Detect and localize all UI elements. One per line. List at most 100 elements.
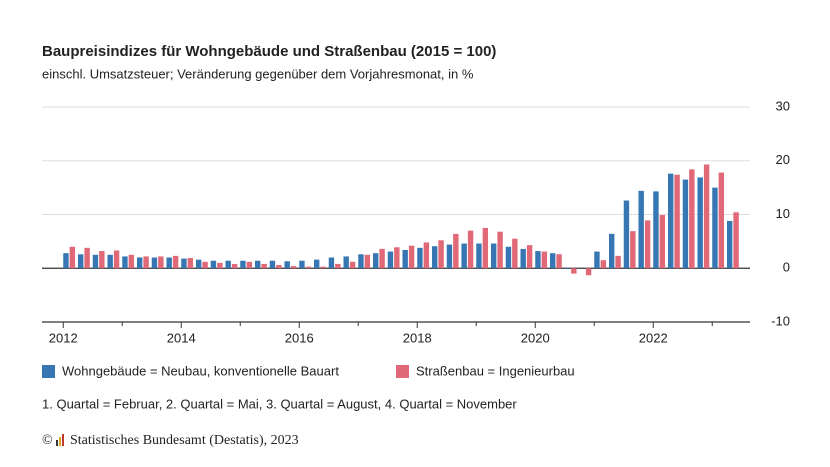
- bar: [689, 169, 695, 269]
- bar: [107, 254, 113, 269]
- bar: [276, 265, 282, 269]
- source: Statistisches Bundesamt (Destatis), 2023: [70, 433, 299, 448]
- bar: [659, 215, 666, 269]
- chart-subtitle: einschl. Umsatzsteuer; Veränderung gegen…: [42, 66, 474, 81]
- bar: [128, 254, 135, 269]
- bar: [166, 257, 172, 269]
- bar: [615, 255, 621, 269]
- bar: [594, 251, 600, 269]
- y-tick-label: 0: [783, 260, 790, 275]
- note: 1. Quartal = Februar, 2. Quartal = Mai, …: [42, 396, 517, 411]
- bar: [372, 253, 379, 269]
- bar: [379, 248, 385, 269]
- bar: [305, 266, 312, 269]
- legend-label: Straßenbau = Ingenieurbau: [416, 363, 575, 378]
- bar: [535, 251, 541, 269]
- bar: [202, 261, 208, 269]
- bar: [269, 260, 276, 269]
- bar: [697, 177, 703, 269]
- bar: [408, 245, 415, 269]
- bar: [423, 242, 430, 269]
- legend-label: Wohngebäude = Neubau, konventionelle Bau…: [62, 363, 339, 378]
- bar: [136, 257, 143, 269]
- bar: [63, 253, 69, 269]
- chart-title: Baupreisindizes für Wohngebäude und Stra…: [42, 43, 496, 60]
- bar: [476, 243, 482, 269]
- y-tick-label: -10: [771, 313, 790, 328]
- bar: [497, 231, 503, 269]
- legend-swatch: [396, 365, 409, 378]
- bar: [667, 173, 674, 269]
- bar: [505, 246, 512, 269]
- bar: [541, 251, 548, 269]
- bar: [77, 254, 84, 269]
- bar: [343, 256, 349, 269]
- bar: [682, 179, 689, 269]
- bar: [290, 266, 297, 269]
- bar: [623, 200, 630, 269]
- copyright: ©: [42, 433, 53, 448]
- bar: [313, 259, 320, 269]
- bar: [638, 190, 644, 269]
- bar: [674, 174, 680, 269]
- bar: [549, 253, 556, 269]
- bar: [84, 247, 90, 269]
- logo: [56, 434, 64, 446]
- bar: [143, 256, 149, 269]
- bar: [703, 164, 710, 269]
- bar: [585, 268, 592, 276]
- bar: [630, 231, 636, 269]
- bar: [158, 256, 164, 269]
- x-tick-label: 2022: [639, 330, 668, 345]
- bar: [512, 238, 518, 269]
- y-tick-label: 10: [776, 206, 790, 221]
- bar: [113, 250, 120, 269]
- bar: [217, 262, 223, 269]
- bar: [181, 258, 187, 269]
- bar: [431, 246, 438, 269]
- bar: [417, 247, 423, 269]
- bar: [92, 254, 99, 269]
- bar: [653, 191, 659, 269]
- bar: [225, 260, 231, 269]
- bar: [122, 256, 128, 269]
- legend-swatch: [42, 365, 55, 378]
- bar: [187, 258, 194, 269]
- bar: [446, 244, 453, 269]
- bar: [438, 240, 444, 269]
- bar: [387, 251, 394, 269]
- bar: [172, 255, 179, 269]
- bar: [69, 246, 76, 269]
- bar: [358, 254, 364, 269]
- x-tick-label: 2012: [49, 330, 78, 345]
- bar: [320, 266, 326, 269]
- x-tick-label: 2016: [285, 330, 314, 345]
- bar: [467, 230, 474, 269]
- bar: [299, 260, 305, 269]
- bar: [151, 257, 158, 269]
- bar: [520, 248, 526, 269]
- x-tick-label: 2020: [521, 330, 550, 345]
- bar: [482, 227, 489, 269]
- y-tick-label: 30: [776, 98, 790, 113]
- bar: [733, 212, 739, 269]
- bar: [718, 172, 725, 269]
- bar: [453, 233, 459, 269]
- bar: [556, 254, 562, 269]
- bar: [526, 245, 533, 269]
- bar: [195, 259, 202, 269]
- bar: [284, 261, 290, 269]
- bar: [564, 268, 571, 269]
- bar: [210, 260, 217, 269]
- bar: [726, 220, 733, 269]
- bar: [335, 263, 341, 269]
- bar: [490, 243, 497, 269]
- x-tick-label: 2018: [403, 330, 432, 345]
- bar: [231, 263, 238, 269]
- bar: [571, 268, 577, 274]
- bar: [364, 254, 371, 269]
- bar: [712, 187, 718, 269]
- bar: [261, 263, 267, 269]
- bar: [461, 243, 467, 269]
